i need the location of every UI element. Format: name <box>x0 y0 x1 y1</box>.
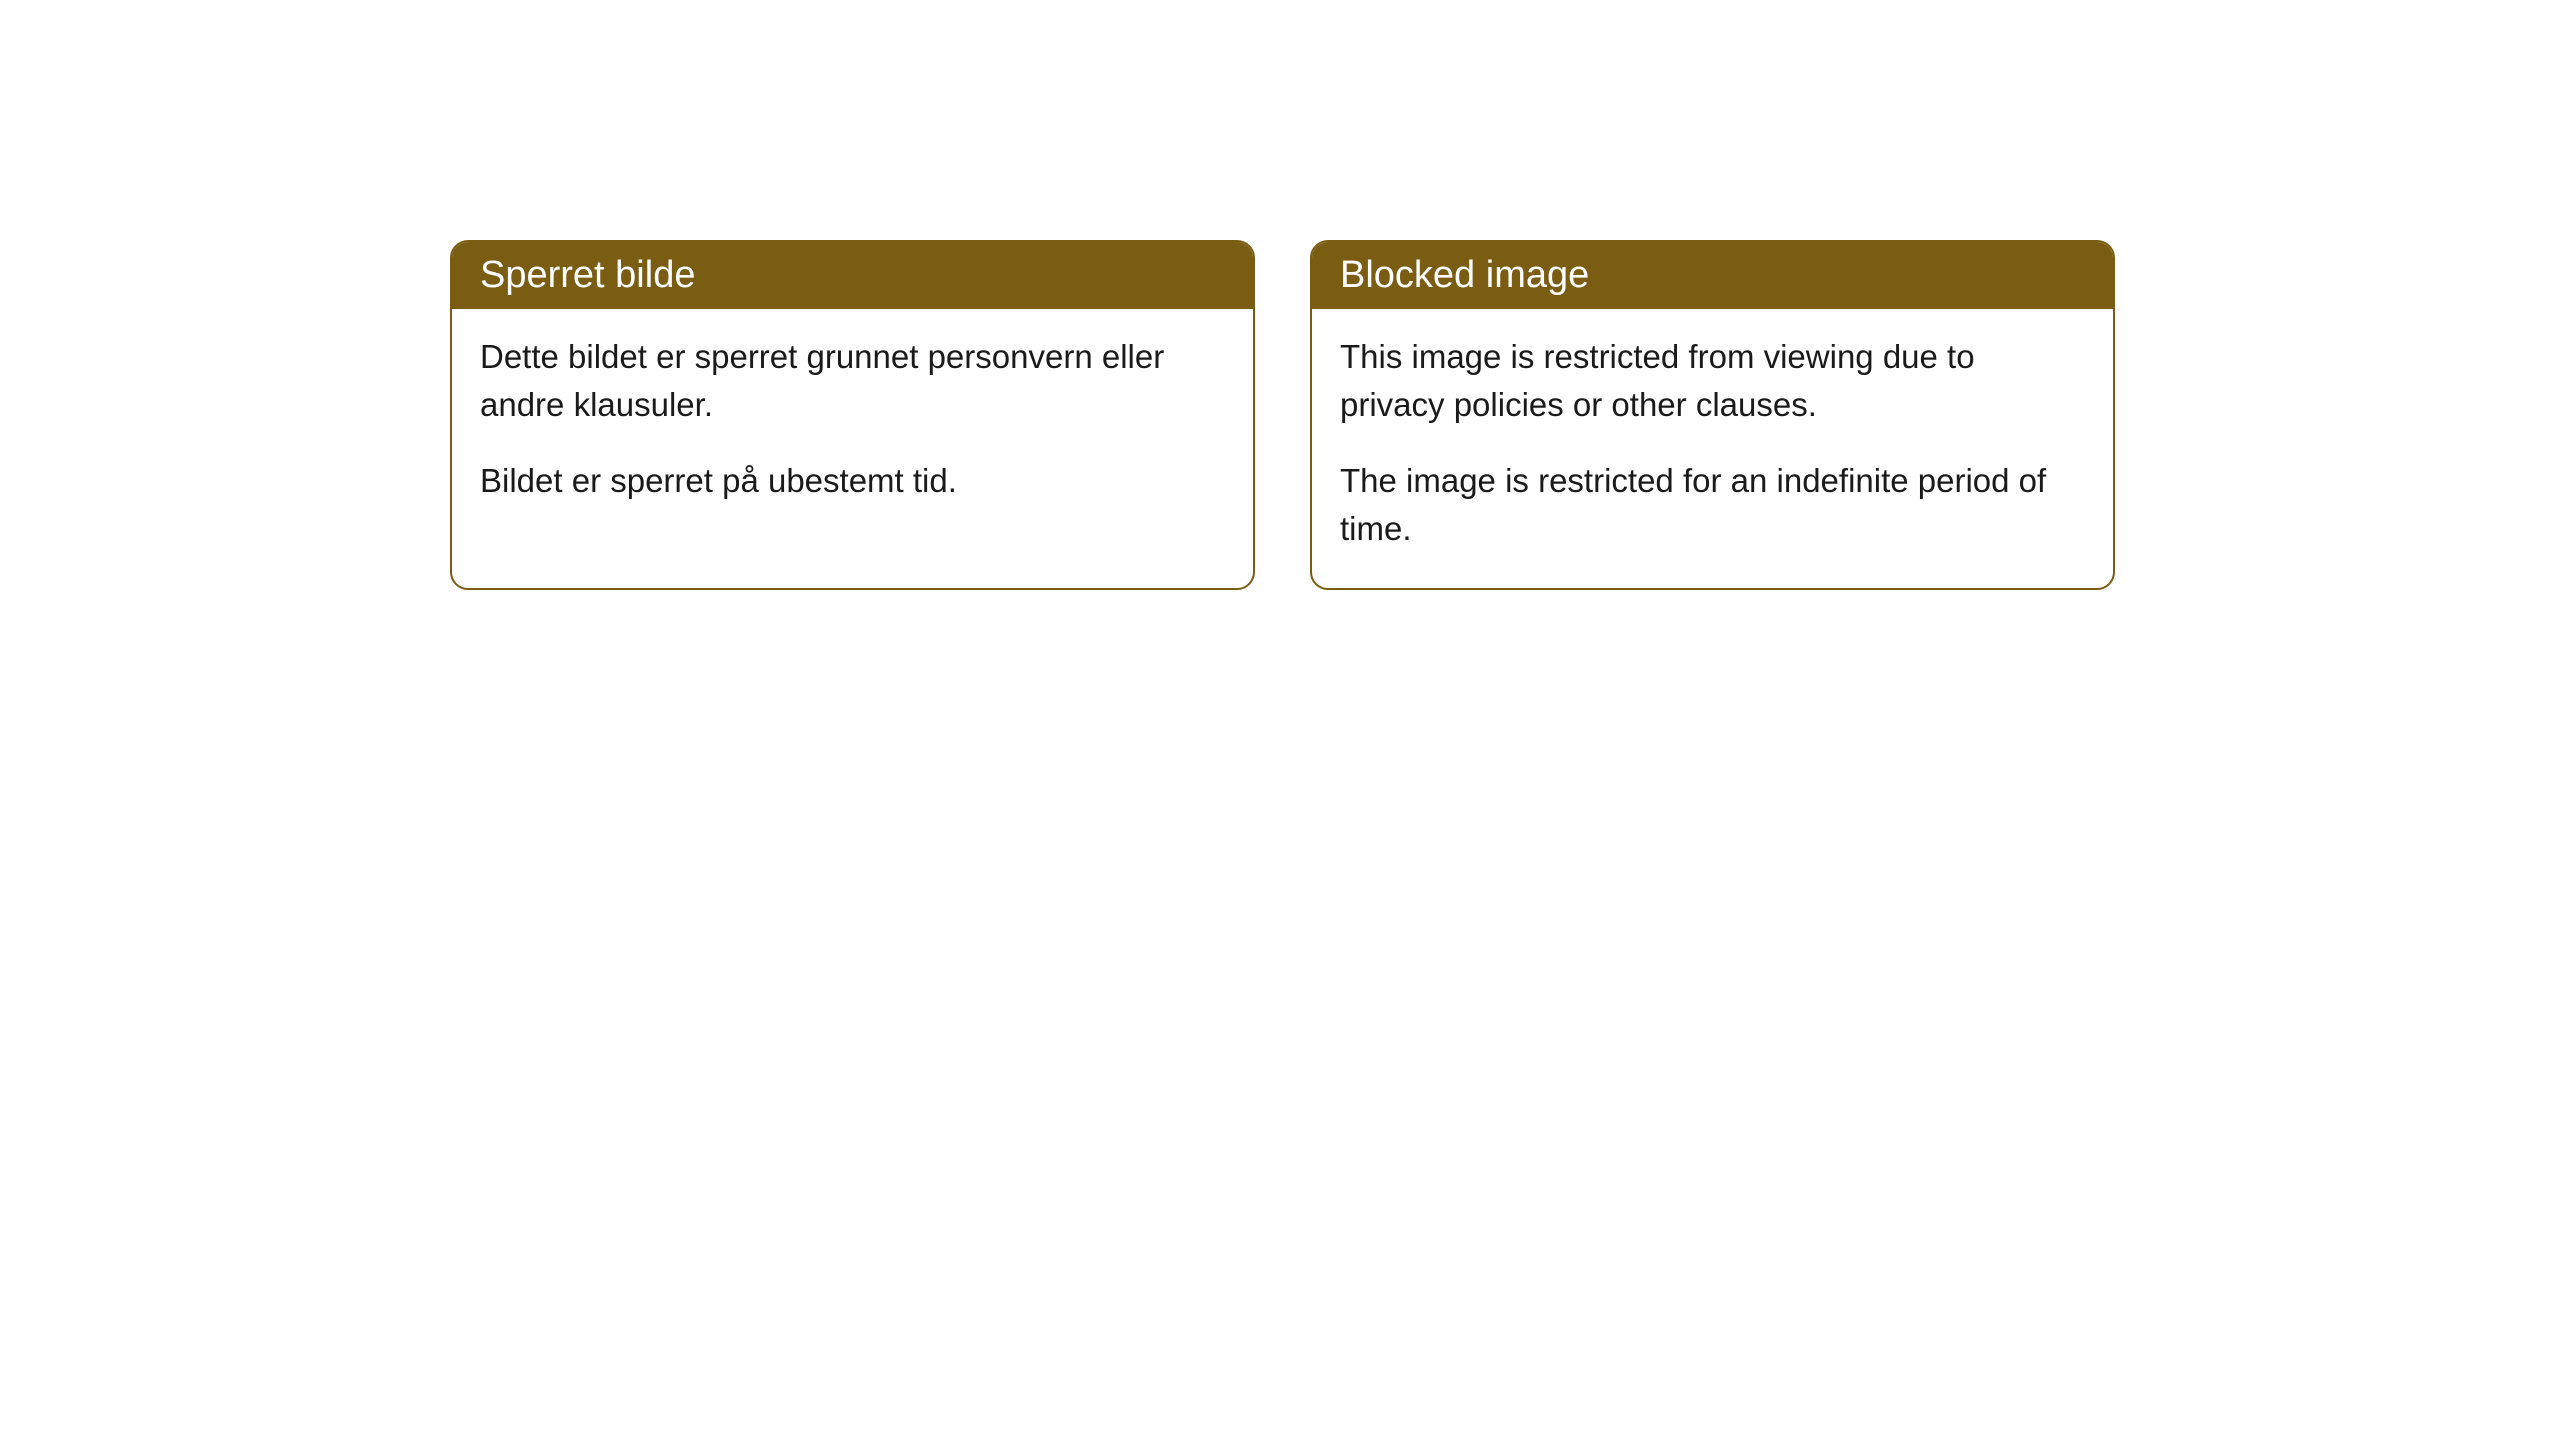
card-title: Blocked image <box>1340 254 1589 296</box>
notice-container: Sperret bilde Dette bildet er sperret gr… <box>450 240 2115 590</box>
card-paragraph: Bildet er sperret på ubestemt tid. <box>480 457 1225 505</box>
card-header: Sperret bilde <box>452 242 1253 309</box>
card-header: Blocked image <box>1312 242 2113 309</box>
card-body: Dette bildet er sperret grunnet personve… <box>452 309 1253 541</box>
notice-card-english: Blocked image This image is restricted f… <box>1310 240 2115 590</box>
card-body: This image is restricted from viewing du… <box>1312 309 2113 588</box>
notice-card-norwegian: Sperret bilde Dette bildet er sperret gr… <box>450 240 1255 590</box>
card-paragraph: The image is restricted for an indefinit… <box>1340 457 2085 553</box>
card-paragraph: Dette bildet er sperret grunnet personve… <box>480 333 1225 429</box>
card-paragraph: This image is restricted from viewing du… <box>1340 333 2085 429</box>
card-title: Sperret bilde <box>480 254 695 296</box>
